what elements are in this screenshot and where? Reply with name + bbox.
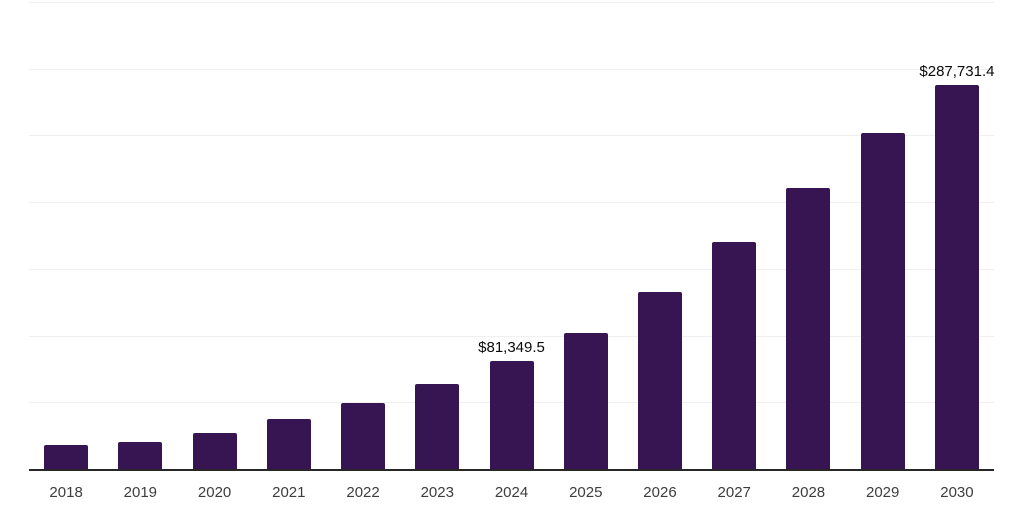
bar-2027[interactable]: [712, 241, 757, 469]
bar-2026[interactable]: [637, 291, 682, 469]
x-tick-label-2030: 2030: [940, 484, 974, 501]
bar-2022[interactable]: [341, 403, 386, 469]
bar-slot-2018: [29, 2, 103, 469]
x-tick-label-2019: 2019: [123, 484, 158, 501]
gridline: [29, 68, 994, 70]
bars-row: $81,349.5 $287,731.4: [29, 2, 994, 469]
bar-2020[interactable]: [192, 433, 237, 469]
bar-2019[interactable]: [118, 441, 163, 469]
bar-slot-2022: [326, 2, 400, 469]
gridline: [29, 202, 994, 204]
bar-2021[interactable]: [266, 419, 311, 469]
x-tick-label-2020: 2020: [197, 484, 232, 501]
bar-2028[interactable]: [786, 187, 831, 469]
bar-slot-2019: [103, 2, 177, 469]
bar-slot-2027: [697, 2, 771, 469]
bar-slot-2029: [846, 2, 920, 469]
bar-2030[interactable]: [934, 85, 979, 469]
bar-slot-2025: [549, 2, 623, 469]
gridline: [29, 2, 994, 3]
x-tick-label-2018: 2018: [49, 484, 83, 501]
bar-2023[interactable]: [415, 383, 460, 469]
bar-2029[interactable]: [860, 132, 905, 469]
bar-value-label-2030: $287,731.4: [919, 63, 995, 81]
x-tick-label-2022: 2022: [346, 484, 380, 501]
bar-slot-2024: $81,349.5: [474, 2, 548, 469]
bar-2025[interactable]: [563, 332, 608, 469]
x-tick-label-2027: 2027: [717, 484, 751, 501]
x-tick-label-2026: 2026: [643, 484, 677, 501]
gridline: [29, 135, 994, 137]
bar-slot-2020: [177, 2, 251, 469]
bar-slot-2026: [623, 2, 697, 469]
x-axis-line: [29, 469, 994, 471]
x-tick-label-2025: 2025: [569, 484, 603, 501]
x-tick-label-2028: 2028: [791, 484, 826, 501]
bar-slot-2021: [252, 2, 326, 469]
gridline: [29, 335, 994, 337]
x-tick-label-2021: 2021: [272, 484, 306, 501]
bar-slot-2028: [771, 2, 845, 469]
gridline: [29, 268, 994, 270]
x-axis-labels: 2018 2019 2020 2021 2022 2023 2024 2025 2026 2027…: [29, 483, 994, 502]
bar-2018[interactable]: [44, 445, 89, 469]
bar-2024[interactable]: [489, 360, 534, 469]
bar-slot-2023: [400, 2, 474, 469]
bar-value-label-2024: $81,349.5: [478, 338, 545, 356]
x-tick-label-2029: 2029: [866, 484, 900, 501]
plot-area: $81,349.5 $287,731.4: [29, 2, 994, 471]
x-tick-label-2023: 2023: [420, 484, 454, 501]
x-tick-label-2024: 2024: [494, 484, 529, 501]
bar-slot-2030: $287,731.4: [919, 2, 995, 469]
